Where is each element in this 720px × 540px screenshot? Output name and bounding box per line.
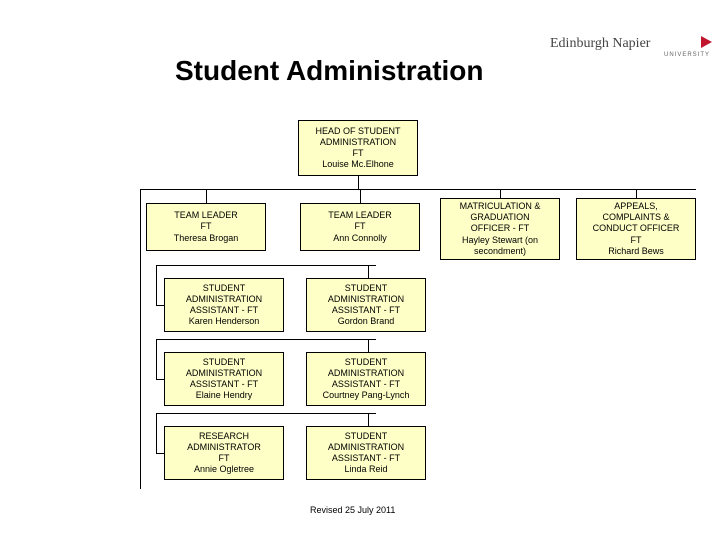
connector (156, 413, 157, 453)
node-line: HEAD OF STUDENT (315, 126, 400, 137)
node-line: STUDENT (345, 357, 388, 368)
node-line: CONDUCT OFFICER (593, 223, 680, 234)
page-title: Student Administration (175, 55, 484, 87)
node-line: FT (201, 221, 212, 232)
connector (140, 189, 141, 489)
node-sa2b: STUDENTADMINISTRATIONASSISTANT - FTCourt… (306, 352, 426, 406)
node-line: ASSISTANT - FT (190, 379, 258, 390)
node-line: ASSISTANT - FT (332, 379, 400, 390)
node-tl2: TEAM LEADERFTAnn Connolly (300, 203, 420, 251)
node-line: STUDENT (345, 283, 388, 294)
connector (140, 189, 696, 190)
connector (156, 265, 376, 266)
connector (360, 189, 361, 203)
node-line: GRADUATION (470, 212, 529, 223)
connector (636, 189, 637, 198)
node-line: Annie Ogletree (194, 464, 254, 475)
university-name: Edinburgh Napier (550, 36, 650, 51)
node-line: Karen Henderson (189, 316, 260, 327)
node-line: ADMINISTRATOR (187, 442, 261, 453)
node-line: Linda Reid (344, 464, 387, 475)
connector (368, 265, 369, 278)
node-line: MATRICULATION & (460, 201, 541, 212)
node-line: Ann Connolly (333, 233, 387, 244)
node-line: STUDENT (203, 283, 246, 294)
node-sa3b: STUDENTADMINISTRATIONASSISTANT - FTLinda… (306, 426, 426, 480)
node-line: OFFICER - FT (471, 223, 530, 234)
node-tl1: TEAM LEADERFTTheresa Brogan (146, 203, 266, 251)
node-line: FT (353, 148, 364, 159)
node-line: secondment) (474, 246, 526, 257)
node-line: ADMINISTRATION (328, 294, 404, 305)
node-line: STUDENT (203, 357, 246, 368)
connector (156, 413, 376, 414)
connector (368, 339, 369, 352)
node-sa2a: STUDENTADMINISTRATIONASSISTANT - FTElain… (164, 352, 284, 406)
node-mat: MATRICULATION &GRADUATIONOFFICER - FTHay… (440, 198, 560, 260)
node-app: APPEALS,COMPLAINTS &CONDUCT OFFICERFTRic… (576, 198, 696, 260)
connector (156, 339, 157, 379)
node-line: ADMINISTRATION (328, 442, 404, 453)
node-line: Courtney Pang-Lynch (323, 390, 410, 401)
node-line: TEAM LEADER (328, 210, 392, 221)
node-line: Theresa Brogan (174, 233, 239, 244)
node-line: COMPLAINTS & (602, 212, 669, 223)
node-line: ADMINISTRATION (186, 294, 262, 305)
node-line: ADMINISTRATION (186, 368, 262, 379)
node-line: ASSISTANT - FT (190, 305, 258, 316)
connector (358, 176, 359, 189)
connector (368, 413, 369, 426)
node-line: Richard Bews (608, 246, 664, 257)
connector (500, 189, 501, 198)
triangle-icon (701, 36, 712, 48)
connector (156, 265, 157, 305)
connector (156, 305, 164, 306)
node-line: Louise Mc.Elhone (322, 159, 394, 170)
node-line: FT (219, 453, 230, 464)
node-line: RESEARCH (199, 431, 249, 442)
node-line: STUDENT (345, 431, 388, 442)
university-sub: UNIVERSITY (664, 52, 710, 58)
node-line: ASSISTANT - FT (332, 305, 400, 316)
node-head: HEAD OF STUDENTADMINISTRATIONFTLouise Mc… (298, 120, 418, 176)
node-line: Hayley Stewart (on (462, 235, 538, 246)
node-line: TEAM LEADER (174, 210, 238, 221)
node-line: ASSISTANT - FT (332, 453, 400, 464)
node-line: Gordon Brand (338, 316, 395, 327)
node-line: Elaine Hendry (196, 390, 253, 401)
node-sa1a: STUDENTADMINISTRATIONASSISTANT - FTKaren… (164, 278, 284, 332)
node-line: ADMINISTRATION (320, 137, 396, 148)
revised-footer: Revised 25 July 2011 (310, 505, 395, 515)
node-sa3a: RESEARCHADMINISTRATORFTAnnie Ogletree (164, 426, 284, 480)
connector (156, 379, 164, 380)
node-line: ADMINISTRATION (328, 368, 404, 379)
connector (156, 453, 164, 454)
connector (156, 339, 376, 340)
connector (206, 189, 207, 203)
node-sa1b: STUDENTADMINISTRATIONASSISTANT - FTGordo… (306, 278, 426, 332)
node-line: FT (355, 221, 366, 232)
node-line: FT (631, 235, 642, 246)
node-line: APPEALS, (614, 201, 658, 212)
university-logo: Edinburgh Napier UNIVERSITY (550, 34, 710, 62)
